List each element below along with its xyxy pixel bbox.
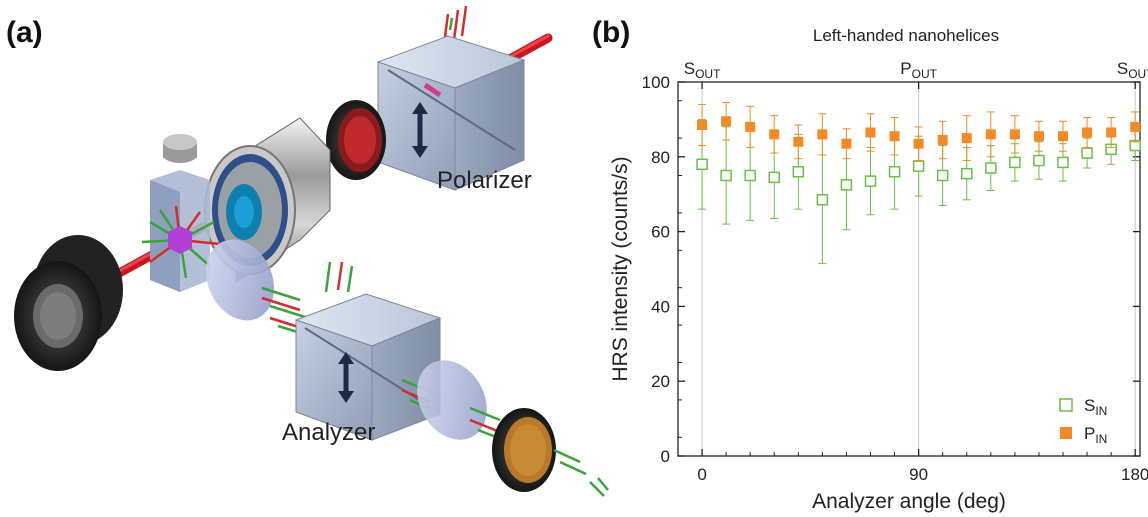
data-point [936, 169, 949, 182]
polarizer-label: Polarizer [437, 167, 532, 194]
polarizer-arrow-icon [412, 102, 428, 158]
x-tick-label-0: 0 [697, 465, 706, 484]
panel-a-label: (a) [6, 16, 43, 49]
data-point [840, 179, 853, 191]
output-arrows [553, 448, 609, 497]
data-point [1057, 156, 1069, 169]
data-point [913, 138, 924, 149]
data-point [912, 160, 925, 172]
red-filter [326, 100, 386, 180]
cuvette [150, 134, 210, 292]
data-point [1058, 131, 1068, 142]
plot-area: SOUT POUT SOUT 0 20 40 60 80 100 0 90 180 SIN PIN [642, 59, 1148, 484]
sample-nanohelices [141, 205, 221, 279]
x-axis: 0 90 180 [697, 82, 1148, 484]
legend: SIN PIN [1059, 396, 1107, 446]
data-point [937, 134, 948, 145]
data-point [1082, 127, 1093, 138]
data-point [1033, 154, 1045, 167]
focusing-lens [417, 360, 487, 440]
chart-title: Left-handed nanohelices [813, 26, 999, 45]
x-tick-label-90: 90 [909, 465, 928, 484]
scattered-arrows [261, 261, 354, 336]
y-tick-label-80: 80 [651, 148, 670, 167]
panel-a: (a) [6, 5, 609, 497]
analyzer-arrow-icon [338, 352, 354, 403]
data-point [769, 129, 780, 140]
plot-frame [677, 81, 1141, 457]
y-tick-label-100: 100 [642, 73, 670, 92]
data-point [792, 166, 805, 178]
data-point [985, 129, 996, 140]
left-detector [14, 235, 123, 371]
data-point [1130, 121, 1141, 132]
bandpass-filter [492, 408, 556, 492]
polarizer-cube [376, 35, 526, 191]
data-point [865, 127, 876, 138]
legend-marker-0 [1059, 398, 1073, 412]
data-point [1106, 127, 1117, 138]
data-point [720, 169, 732, 182]
analyzer-cube [294, 293, 442, 441]
series-PIN [697, 102, 1141, 162]
data-series [696, 102, 1141, 264]
data-point [697, 120, 708, 131]
data-point [793, 136, 804, 147]
polarization-labels: SOUT POUT SOUT [684, 59, 1148, 81]
legend-label-0: SIN [1084, 396, 1107, 418]
y-axis-title: HRS intensity (counts/s) [609, 156, 632, 381]
data-point [1009, 156, 1021, 169]
data-point [864, 175, 877, 187]
data-point [744, 169, 756, 182]
data-point [1081, 147, 1093, 159]
polarization-label-2: SOUT [1117, 59, 1148, 81]
data-point [745, 121, 756, 132]
y-tick-label-0: 0 [661, 447, 670, 466]
data-point [1033, 131, 1044, 142]
data-point [1009, 129, 1020, 140]
legend-label-1: PIN [1084, 424, 1107, 446]
y-tick-label-20: 20 [651, 372, 670, 391]
data-point [841, 138, 852, 149]
objective-lens [204, 117, 331, 283]
data-point [985, 162, 997, 174]
legend-marker-1 [1060, 427, 1072, 439]
data-point [961, 167, 973, 180]
panel-b-label: (b) [592, 16, 630, 49]
data-point [721, 116, 732, 127]
y-tick-label-40: 40 [651, 297, 670, 316]
collection-lens [205, 239, 275, 321]
data-point [816, 194, 829, 206]
x-axis-title: Analyzer angle (deg) [812, 490, 1006, 513]
x-tick-label-180: 180 [1121, 465, 1148, 484]
data-point [961, 133, 972, 144]
data-point [888, 166, 901, 178]
y-tick-label-60: 60 [651, 223, 670, 242]
analyzer-label: Analyzer [282, 419, 375, 446]
polarization-label-0: SOUT [684, 59, 721, 81]
data-point [768, 171, 780, 184]
data-point [696, 158, 708, 171]
panel-b: (b) Left-handed nanohelices SOUTPOUTSOUT… [592, 16, 1148, 513]
data-point [817, 129, 828, 140]
data-point [889, 131, 900, 142]
y-axis: 0 20 40 60 80 100 [642, 73, 1140, 466]
polarization-label-1: POUT [900, 59, 937, 81]
